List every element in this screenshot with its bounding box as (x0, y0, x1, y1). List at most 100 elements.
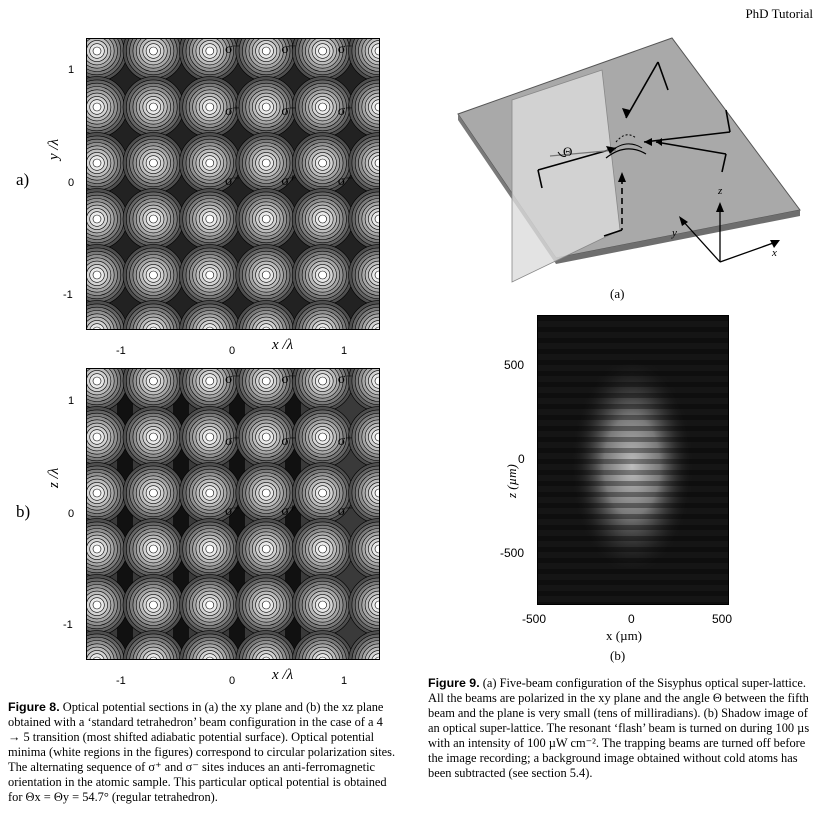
panel-a-potential-map: σ⁻ σ⁺ σ⁻ σ⁺ σ⁻ σ⁺ σ⁻ σ⁺ σ⁻ (66, 20, 410, 362)
center-arc-2 (609, 143, 643, 153)
panel-a-plot: σ⁻ σ⁺ σ⁻ σ⁺ σ⁻ σ⁺ σ⁻ σ⁺ σ⁻ (66, 20, 410, 362)
contour-ring (92, 270, 102, 280)
contour-ring (92, 46, 102, 56)
image-ytick-0: 0 (518, 452, 525, 466)
panel-a-ylabel: y /λ (46, 138, 62, 160)
axis-arrow-heads (679, 202, 780, 248)
potential-minimum (235, 574, 297, 636)
potential-minimum (291, 406, 354, 468)
polarization-site-label: σ⁻ (281, 434, 296, 449)
polarization-site-label: σ⁺ (338, 434, 353, 449)
contour-ring (318, 432, 327, 442)
contour-ring (318, 46, 327, 56)
potential-minimum (179, 76, 241, 138)
contour-ring (261, 376, 271, 386)
y-axis-arrow (679, 216, 688, 226)
x-axis-label: x (771, 247, 777, 259)
contour-ring (205, 102, 215, 112)
shadow-image (537, 315, 729, 605)
arrow-head-2 (606, 146, 616, 154)
contour-ring (149, 46, 158, 56)
polarization-site-label: σ⁻ (281, 104, 296, 119)
contour-ring (261, 432, 271, 442)
contour-ring (149, 158, 158, 168)
potential-minimum (291, 76, 354, 138)
polarization-site-label: σ⁺ (281, 174, 296, 189)
polarization-site-label: σ⁺ (281, 372, 296, 387)
contour-ring (92, 214, 102, 224)
contour-ring (149, 432, 158, 442)
contour-ring (318, 488, 327, 498)
figure9b-label: (b) (610, 648, 626, 663)
figure9a-schematic: Θ z x y (457, 37, 801, 283)
potential-minimum (122, 76, 185, 138)
panel-a-xtick-0: 0 (229, 345, 236, 357)
beam-1-pol (657, 61, 669, 91)
x-axis-arrow (770, 240, 780, 248)
contour-ring (149, 488, 158, 498)
potential-minimum (179, 574, 241, 636)
panel-b-ytick-0: 0 (68, 508, 75, 520)
figure8-caption: Figure 8. Optical potential sections in … (8, 700, 396, 805)
contour-ring (205, 214, 215, 224)
arrow-head-5 (618, 172, 626, 182)
center-arc-dotted (615, 134, 637, 143)
contour-ring (149, 214, 158, 224)
contour-ring (92, 600, 102, 610)
figure8-caption-text: Optical potential sections in (a) the xy… (8, 700, 396, 804)
potential-minimum (122, 518, 185, 580)
contour-ring (261, 544, 271, 554)
panel-b-plot: σ⁻ σ⁺ σ⁻ σ⁺ σ⁻ σ⁺ σ⁻ σ⁺ σ⁻ (66, 350, 410, 692)
contour-ring (205, 376, 215, 386)
panel-a-xlabel: x /λ (272, 337, 294, 353)
panel-b-label: b) (16, 502, 31, 521)
figure9-caption-text: (a) Five-beam configuration of the Sisyp… (428, 676, 810, 780)
running-head: PhD Tutorial (745, 6, 813, 21)
contour-ring (92, 432, 102, 442)
image-ytick-500: 500 (504, 358, 525, 372)
potential-minimum (235, 406, 297, 468)
panel-a-label: a) (16, 170, 30, 189)
potential-minimum (291, 574, 354, 636)
beam-lines (537, 61, 731, 237)
potential-minimum (235, 188, 297, 250)
potential-minimum (235, 76, 297, 138)
beam-3 (643, 131, 731, 143)
polarization-site-label: σ⁻ (225, 372, 240, 387)
contour-ring (318, 600, 327, 610)
contour-ring (261, 214, 271, 224)
panel-b-ytick-1: 1 (68, 395, 75, 407)
polarization-site-label: σ⁺ (281, 504, 296, 519)
contour-ring (149, 544, 158, 554)
contour-ring (261, 46, 271, 56)
panel-b-xtick-1: 1 (341, 675, 348, 687)
panel-b-ytick-minus1: -1 (63, 619, 73, 631)
potential-minimum (179, 188, 241, 250)
lattice-fringes (538, 316, 728, 604)
shadow-image-svg (538, 316, 728, 604)
arrow-head-1 (622, 108, 630, 118)
potential-minimum (122, 574, 185, 636)
contour-ring (318, 270, 327, 280)
potential-minimum (179, 462, 241, 524)
beam-3-pol (725, 109, 731, 133)
horizontal-plane-edge (556, 210, 800, 264)
potential-minimum (66, 350, 128, 412)
potential-minimum (122, 188, 185, 250)
image-xtick-minus500: -500 (522, 612, 547, 626)
potential-minimum (291, 244, 354, 306)
polarization-site-label: σ⁺ (281, 42, 296, 57)
contour-ring (205, 544, 215, 554)
contour-ring (261, 600, 271, 610)
contour-ring (92, 488, 102, 498)
contour-ring (92, 102, 102, 112)
potential-minimum (179, 518, 241, 580)
contour-ring (205, 432, 215, 442)
contour-ring (261, 158, 271, 168)
contour-ring (149, 270, 158, 280)
panel-b-xtick-0: 0 (229, 675, 236, 687)
image-ylabel: z (µm) (504, 464, 519, 498)
polarization-site-label: σ⁻ (338, 372, 353, 387)
x-axis (719, 241, 777, 263)
beam-4-pol (721, 153, 727, 173)
